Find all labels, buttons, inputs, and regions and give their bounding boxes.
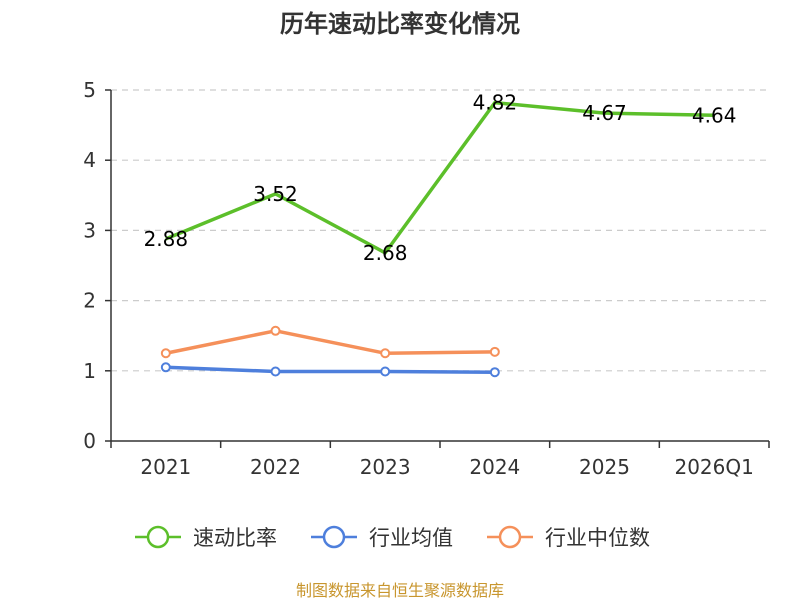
series-1 (160, 362, 500, 378)
legend-label: 行业均值 (369, 526, 453, 550)
y-axis-ticks: 0 1 2 3 4 5 (83, 78, 111, 453)
x-tick-label: 2026Q1 (674, 455, 753, 479)
grid-lines (111, 89, 769, 372)
x-tick-label: 2024 (469, 455, 520, 479)
data-label: 2.68 (363, 241, 408, 265)
data-label: 4.82 (473, 91, 518, 115)
legend-label: 行业中位数 (545, 526, 650, 550)
series-line (165, 329, 495, 355)
axes (110, 90, 769, 442)
data-point (160, 362, 171, 373)
series-layer: 2.88 3.52 2.68 4.82 4.67 4.64 (144, 91, 737, 378)
y-tick-label: 0 (83, 429, 96, 453)
data-point (270, 366, 281, 377)
legend-item-2[interactable]: 行业中位数 (487, 525, 650, 550)
y-tick-label: 4 (83, 148, 96, 172)
legend[interactable]: 速动比率 行业均值 行业中位数 (135, 525, 650, 550)
legend-label: 速动比率 (193, 526, 277, 550)
x-axis-ticks: 2021 2022 2023 2024 2025 2026Q1 (110, 441, 770, 479)
series-line (165, 100, 715, 255)
data-label: 2.88 (144, 227, 189, 251)
data-point (489, 346, 500, 357)
data-point (160, 348, 171, 359)
series-line (165, 365, 495, 374)
y-tick-label: 5 (83, 78, 96, 102)
series-2 (160, 325, 500, 359)
series-0: 2.88 3.52 2.68 4.82 4.67 4.64 (144, 91, 737, 265)
legend-marker-icon (498, 525, 522, 549)
x-tick-label: 2025 (579, 455, 630, 479)
data-label: 4.64 (692, 103, 737, 127)
data-label: 4.67 (582, 101, 627, 125)
x-tick-label: 2022 (250, 455, 301, 479)
data-point (380, 348, 391, 359)
x-tick-label: 2021 (140, 455, 191, 479)
legend-marker-icon (146, 525, 170, 549)
y-tick-label: 2 (83, 289, 96, 313)
chart-title: 历年速动比率变化情况 (280, 10, 520, 38)
data-label: 3.52 (253, 182, 298, 206)
y-tick-label: 3 (83, 218, 96, 242)
x-tick-label: 2023 (360, 455, 411, 479)
data-point (380, 366, 391, 377)
source-note: 制图数据来自恒生聚源数据库 (296, 581, 504, 600)
y-tick-label: 1 (83, 359, 96, 383)
legend-item-1[interactable]: 行业均值 (311, 525, 453, 550)
legend-marker-icon (322, 525, 346, 549)
data-point (489, 367, 500, 378)
legend-item-0[interactable]: 速动比率 (135, 525, 277, 550)
data-point (270, 325, 281, 336)
